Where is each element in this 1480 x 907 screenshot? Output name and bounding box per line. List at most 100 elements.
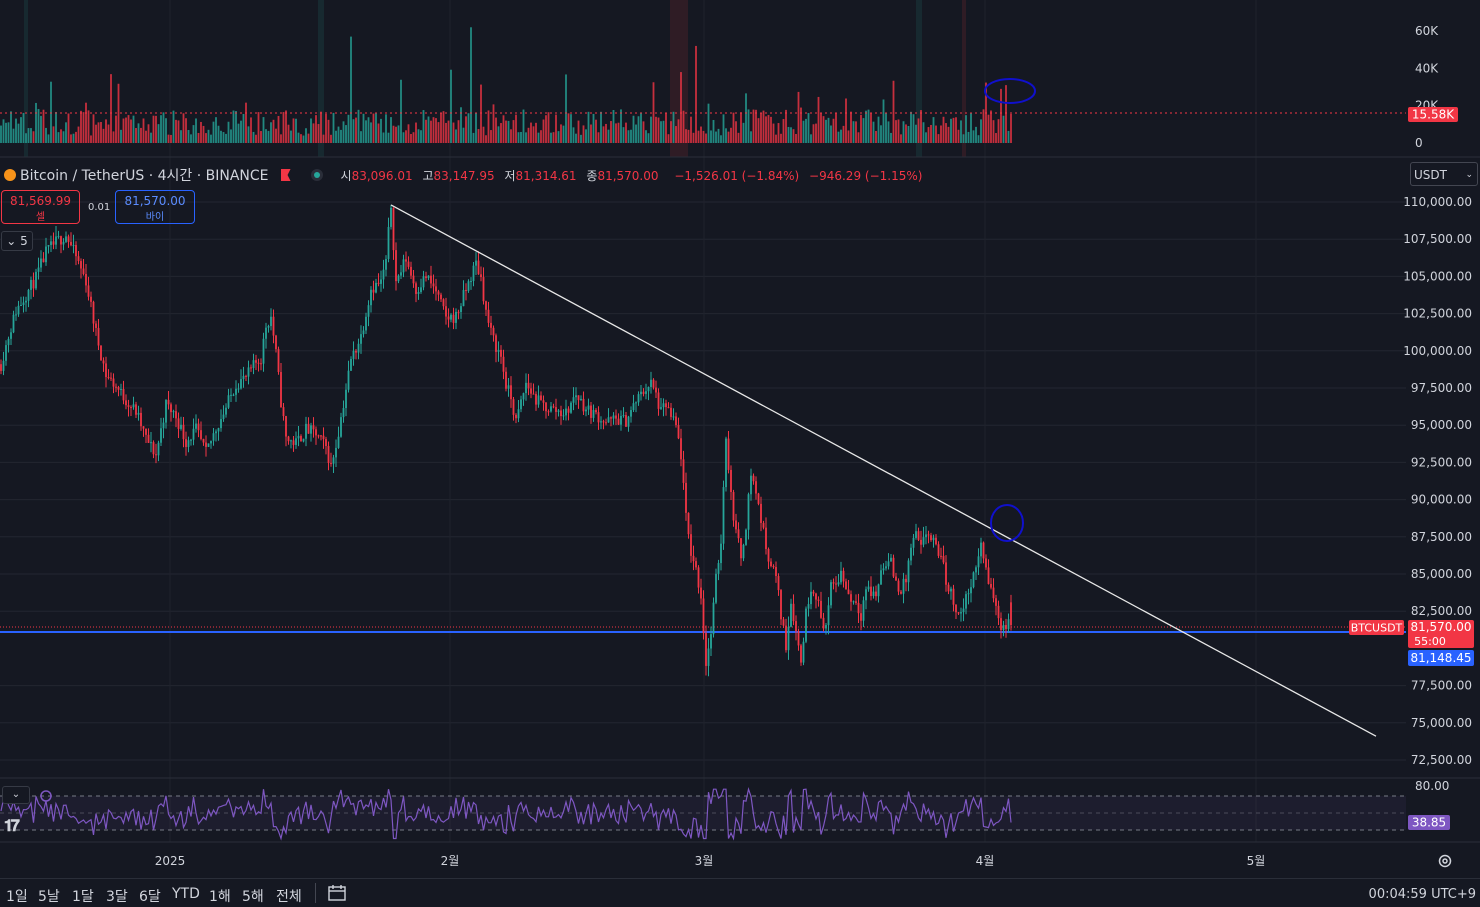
volume-bar <box>712 119 715 143</box>
candle-body <box>830 582 832 606</box>
candle-body <box>875 591 877 597</box>
currency-select[interactable]: USDT ⌄ <box>1410 162 1478 186</box>
volume-bar <box>110 74 112 143</box>
volume-bar <box>172 110 175 143</box>
range-3m-button[interactable]: 3달 <box>106 889 128 905</box>
range-ytd-button[interactable]: YTD <box>172 886 200 902</box>
candle-body <box>847 589 850 595</box>
settings-gear-icon[interactable] <box>1437 853 1453 869</box>
volume-bar <box>760 113 762 143</box>
candle-body <box>572 397 575 403</box>
flag-icon[interactable] <box>280 169 291 181</box>
volume-bar <box>332 112 335 143</box>
candle-body <box>715 573 717 603</box>
candle-body <box>747 494 750 530</box>
candle-body <box>150 442 152 444</box>
volume-bar <box>455 129 457 143</box>
candle-body <box>990 583 992 588</box>
volume-bar <box>702 130 705 143</box>
volume-bar <box>705 133 707 143</box>
candle-body <box>722 487 725 544</box>
candle-body <box>407 261 410 267</box>
volume-bar <box>780 133 782 143</box>
volume-bar <box>465 116 467 143</box>
range-1y-button[interactable]: 1해 <box>209 889 231 905</box>
candle-body <box>815 593 817 600</box>
volume-bar <box>972 130 975 143</box>
candle-body <box>30 279 32 290</box>
market-status-icon[interactable] <box>310 169 323 181</box>
symbol-title[interactable]: Bitcoin / TetherUS · 4시간 · BINANCE <box>20 168 269 184</box>
rsi-tick-label: 80.00 <box>1415 779 1449 793</box>
range-1m-button[interactable]: 1달 <box>72 889 94 905</box>
volume-bar <box>645 130 647 143</box>
candle-body <box>520 399 522 410</box>
volume-bar <box>442 111 445 143</box>
symbol-legend[interactable]: Bitcoin / TetherUS · 4시간 · BINANCE 시83,0… <box>4 164 922 186</box>
volume-bar <box>742 122 745 143</box>
volume-bar <box>45 127 47 143</box>
candle-body <box>567 408 570 413</box>
volume-bar <box>910 111 912 143</box>
last-price-value: 81,570.00 <box>1410 620 1471 634</box>
volume-bar <box>0 125 2 143</box>
range-all-button[interactable]: 전체 <box>276 889 302 905</box>
volume-bar <box>677 119 680 143</box>
time-axis[interactable]: 2025 2월 3월 4월 5월 <box>155 854 1266 868</box>
price-axis[interactable]: 110,000.00 107,500.00 105,000.00 102,500.00… <box>1403 195 1472 767</box>
candle-body <box>107 377 110 379</box>
candle-body <box>675 416 677 426</box>
volume-bars <box>0 27 1012 144</box>
volume-bar <box>922 122 925 143</box>
candle-body <box>682 459 685 483</box>
volume-bar <box>287 124 290 143</box>
volume-bar <box>825 119 827 143</box>
candle-body <box>2 360 5 371</box>
volume-bar <box>497 126 500 143</box>
candle-body <box>510 385 512 400</box>
range-5d-button[interactable]: 5날 <box>38 889 60 905</box>
descending-trendline[interactable] <box>390 204 1377 737</box>
candle-body <box>652 379 655 388</box>
candle-body <box>467 281 470 291</box>
volume-bar <box>782 119 785 143</box>
tradingview-logo-icon[interactable]: 𝟏𝟕 <box>4 816 20 835</box>
candle-body <box>732 492 735 521</box>
clock-timezone[interactable]: 00:04:59 UTC+9 <box>1368 887 1476 902</box>
volume-bar <box>297 132 300 143</box>
rsi-collapse-button[interactable]: ⌄ <box>2 786 30 804</box>
currency-value: USDT <box>1414 168 1447 182</box>
high-value: 83,147.95 <box>433 168 495 183</box>
range-5y-button[interactable]: 5해 <box>242 889 264 905</box>
candle-body <box>137 412 140 415</box>
sell-button[interactable]: 81,569.99 셀 <box>1 190 80 224</box>
candle-body <box>972 572 975 588</box>
indicators-toggle-button[interactable]: ⌄ 5 <box>1 231 33 251</box>
candle-body <box>910 547 912 561</box>
candle-body <box>472 265 475 282</box>
candle-body <box>455 311 457 323</box>
volume-bar <box>727 131 730 143</box>
time-tick-label: 4월 <box>976 854 995 868</box>
volume-bar <box>610 121 612 143</box>
candle-body <box>240 379 242 389</box>
volume-bar <box>355 117 357 143</box>
range-6m-button[interactable]: 6달 <box>139 889 161 905</box>
volume-bar <box>380 118 382 143</box>
volume-bar <box>467 113 470 143</box>
buy-button[interactable]: 81,570.00 바이 <box>115 190 195 224</box>
candle-body <box>477 260 480 275</box>
candle-body <box>840 570 842 583</box>
candle-body <box>967 593 970 595</box>
candle-body <box>532 393 535 395</box>
volume-bar <box>592 113 595 143</box>
volume-bar <box>47 134 50 143</box>
price-tick-label: 77,500.00 <box>1411 679 1472 693</box>
calendar-icon[interactable] <box>328 885 346 901</box>
volume-bar <box>947 126 950 143</box>
range-1d-button[interactable]: 1일 <box>6 889 28 905</box>
volume-bar <box>390 117 392 143</box>
candle-body <box>580 398 582 401</box>
candle-body <box>515 414 517 419</box>
